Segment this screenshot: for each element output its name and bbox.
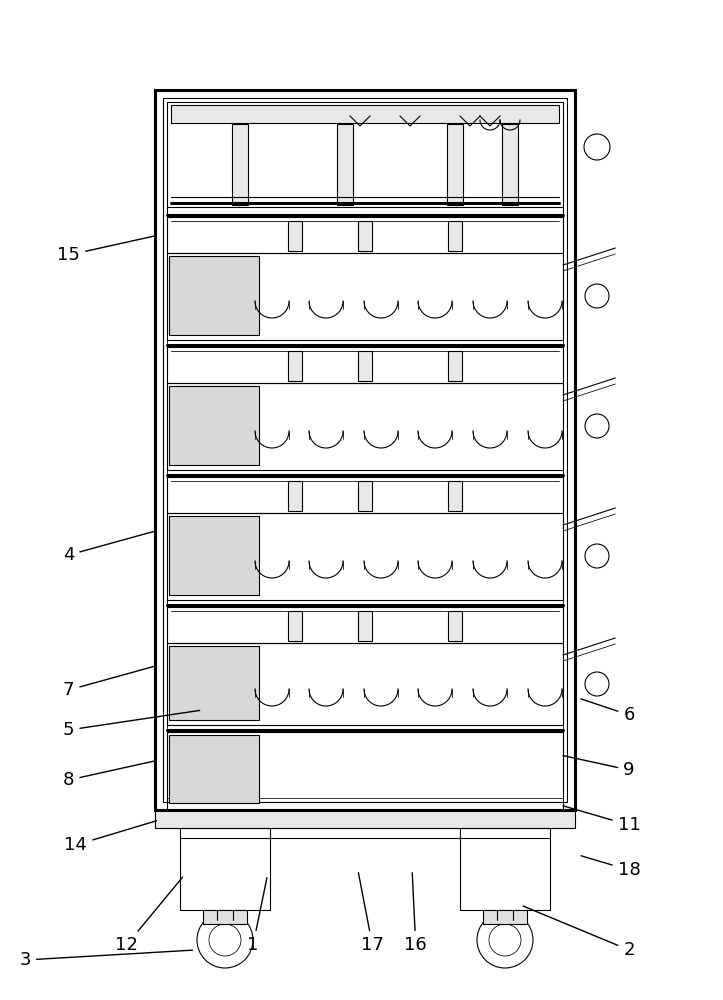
Bar bbox=[448, 481, 462, 511]
Bar bbox=[169, 735, 259, 803]
Bar bbox=[167, 643, 563, 725]
Text: 6: 6 bbox=[581, 699, 635, 724]
Bar bbox=[448, 611, 462, 641]
Bar bbox=[169, 386, 259, 465]
Bar bbox=[167, 215, 563, 253]
Bar bbox=[358, 481, 372, 511]
Text: 2: 2 bbox=[523, 906, 635, 959]
Bar bbox=[337, 124, 353, 205]
Bar bbox=[155, 810, 575, 828]
Bar bbox=[167, 605, 563, 643]
Text: 12: 12 bbox=[115, 877, 183, 954]
Text: 9: 9 bbox=[563, 756, 635, 779]
Bar bbox=[167, 513, 563, 600]
Bar bbox=[448, 221, 462, 251]
Bar bbox=[171, 105, 559, 123]
Bar bbox=[169, 516, 259, 595]
Text: 1: 1 bbox=[247, 878, 267, 954]
Text: 15: 15 bbox=[57, 236, 156, 264]
Bar bbox=[232, 124, 248, 205]
Text: 5: 5 bbox=[63, 710, 200, 739]
Bar bbox=[502, 124, 518, 205]
Bar bbox=[203, 910, 247, 924]
Bar bbox=[167, 345, 563, 383]
Bar bbox=[288, 221, 302, 251]
Text: 14: 14 bbox=[64, 821, 156, 854]
Text: 11: 11 bbox=[563, 806, 641, 834]
Bar bbox=[167, 730, 563, 810]
Text: 18: 18 bbox=[581, 856, 641, 879]
Bar bbox=[447, 124, 463, 205]
Bar bbox=[460, 828, 550, 910]
Bar bbox=[167, 253, 563, 340]
Bar bbox=[155, 90, 575, 810]
Bar bbox=[169, 646, 259, 720]
Text: 3: 3 bbox=[20, 950, 192, 969]
Text: 7: 7 bbox=[63, 666, 156, 699]
Bar bbox=[358, 351, 372, 381]
Bar bbox=[167, 102, 563, 215]
Bar bbox=[448, 351, 462, 381]
Text: 17: 17 bbox=[359, 873, 384, 954]
Bar bbox=[358, 611, 372, 641]
Text: 16: 16 bbox=[404, 873, 427, 954]
Bar bbox=[180, 828, 270, 910]
Text: 4: 4 bbox=[63, 531, 156, 564]
Bar bbox=[163, 98, 567, 802]
Bar bbox=[288, 481, 302, 511]
Bar bbox=[167, 475, 563, 513]
Bar bbox=[288, 611, 302, 641]
Text: 8: 8 bbox=[63, 761, 156, 789]
Bar bbox=[483, 910, 527, 924]
Bar bbox=[167, 383, 563, 470]
Bar bbox=[167, 102, 563, 798]
Bar bbox=[288, 351, 302, 381]
Bar bbox=[169, 256, 259, 335]
Bar bbox=[358, 221, 372, 251]
